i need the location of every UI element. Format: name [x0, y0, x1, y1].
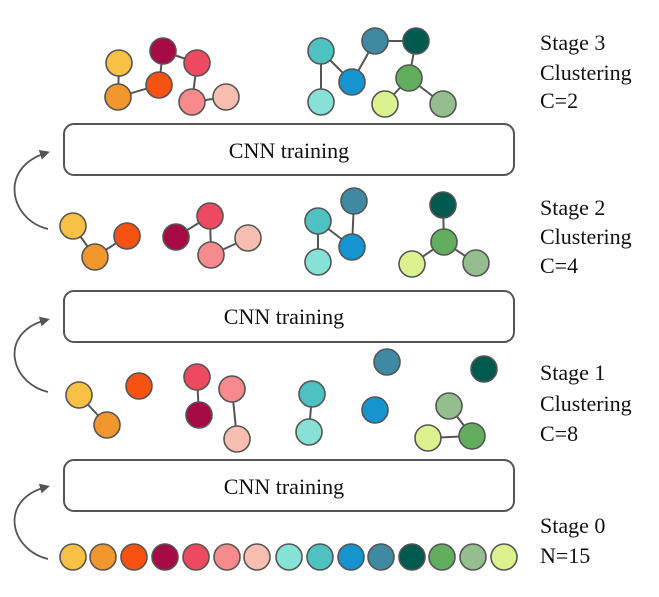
- graph-node-n10: [338, 233, 366, 261]
- graph-node-n11: [340, 187, 368, 215]
- graph-node-n6: [218, 375, 246, 403]
- stage2-count: C=4: [540, 253, 578, 278]
- stage2-graph: [59, 187, 490, 278]
- graph-node-n10: [338, 68, 366, 96]
- graph-node-n6: [178, 88, 206, 116]
- stage1-label: Stage 1 Clustering C=8: [540, 360, 637, 446]
- graph-node-n4: [162, 223, 190, 251]
- graph-node-n12: [429, 191, 457, 219]
- stage1-count: C=8: [540, 421, 578, 446]
- cluster-graphs: [59, 27, 518, 571]
- graph-node-n3: [145, 71, 173, 99]
- stage3-graph: [104, 27, 457, 118]
- graph-node-n1: [59, 212, 87, 240]
- graph-node-n15: [414, 424, 442, 452]
- cnn-box-rect: [63, 459, 515, 512]
- graph-node-n8: [307, 88, 335, 116]
- stage1-graph: [65, 348, 498, 453]
- stage3-title: Stage 3: [540, 30, 605, 55]
- cnn-box-rect: [63, 123, 515, 176]
- loop-arrow-stage2: [13, 316, 50, 393]
- graph-node-n15: [371, 90, 399, 118]
- graph-node-n8: [295, 418, 323, 446]
- graph-node-n4: [149, 37, 177, 65]
- graph-node-n1: [59, 543, 87, 571]
- graph-node-n3: [120, 543, 148, 571]
- loop-arrow-stage3: [13, 150, 50, 230]
- graph-node-n1: [105, 49, 133, 77]
- graph-node-n5: [196, 202, 224, 230]
- graph-node-n13: [428, 543, 456, 571]
- stage2-title: Stage 2: [540, 195, 605, 220]
- stage0-graph: [59, 543, 518, 571]
- cnn-box-label: CNN training: [229, 138, 349, 163]
- graph-node-n7: [212, 83, 240, 111]
- graph-node-n4: [185, 401, 213, 429]
- stage2-clustering: Clustering: [540, 224, 632, 249]
- graph-node-n3: [125, 372, 153, 400]
- graph-node-n15: [490, 543, 518, 571]
- stage3-clustering: Clustering: [540, 60, 632, 85]
- stage3-label: Stage 3 Clustering C=2: [540, 30, 637, 113]
- cnn-training-box-stage2: CNN training: [63, 290, 515, 343]
- graph-node-n9: [298, 380, 326, 408]
- graph-node-n7: [234, 224, 262, 252]
- graph-node-n3: [113, 222, 141, 250]
- graph-node-n7: [243, 543, 271, 571]
- graph-node-n13: [430, 228, 458, 256]
- graph-node-n8: [275, 543, 303, 571]
- graph-node-n9: [304, 207, 332, 235]
- graph-node-n2: [104, 83, 132, 111]
- graph-node-n13: [395, 64, 423, 92]
- cnn-box-label: CNN training: [224, 304, 344, 329]
- graph-node-n14: [435, 392, 463, 420]
- cnn-training-box-stage3: CNN training: [63, 123, 515, 176]
- cnn-training-box-stage1: CNN training: [63, 459, 515, 512]
- stage2-label: Stage 2 Clustering C=4: [540, 195, 637, 278]
- graph-node-n12: [470, 355, 498, 383]
- graph-node-n8: [304, 248, 332, 276]
- graph-node-n5: [183, 49, 211, 77]
- stage0-title: Stage 0: [540, 513, 605, 538]
- graph-node-n1: [65, 381, 93, 409]
- cnn-box-rect: [63, 290, 515, 343]
- graph-node-n12: [398, 543, 426, 571]
- stage0-label: Stage 0 N=15: [540, 513, 611, 568]
- graph-node-n4: [151, 543, 179, 571]
- graph-node-n14: [429, 90, 457, 118]
- graph-node-n13: [458, 422, 486, 450]
- graph-node-n5: [182, 543, 210, 571]
- stage1-clustering: Clustering: [540, 391, 632, 416]
- graph-node-n11: [373, 348, 401, 376]
- graph-node-n9: [307, 37, 335, 65]
- stage1-title: Stage 1: [540, 360, 605, 385]
- graph-node-n12: [402, 27, 430, 55]
- graph-node-n10: [361, 396, 389, 424]
- graph-node-n14: [462, 249, 490, 277]
- graph-node-n11: [361, 27, 389, 55]
- graph-node-n2: [89, 543, 117, 571]
- graph-node-n6: [213, 543, 241, 571]
- graph-node-n2: [81, 243, 109, 271]
- graph-node-n6: [197, 241, 225, 269]
- graph-node-n11: [367, 543, 395, 571]
- graph-node-n5: [183, 363, 211, 391]
- cnn-box-label: CNN training: [224, 474, 344, 499]
- stage0-count: N=15: [540, 543, 590, 568]
- graph-node-n15: [398, 250, 426, 278]
- graph-node-n2: [93, 411, 121, 439]
- graph-node-n9: [306, 543, 334, 571]
- graph-node-n14: [459, 543, 487, 571]
- graph-node-n10: [337, 543, 365, 571]
- stage3-count: C=2: [540, 88, 578, 113]
- graph-node-n7: [223, 425, 251, 453]
- loop-arrow-stage1: [13, 483, 50, 560]
